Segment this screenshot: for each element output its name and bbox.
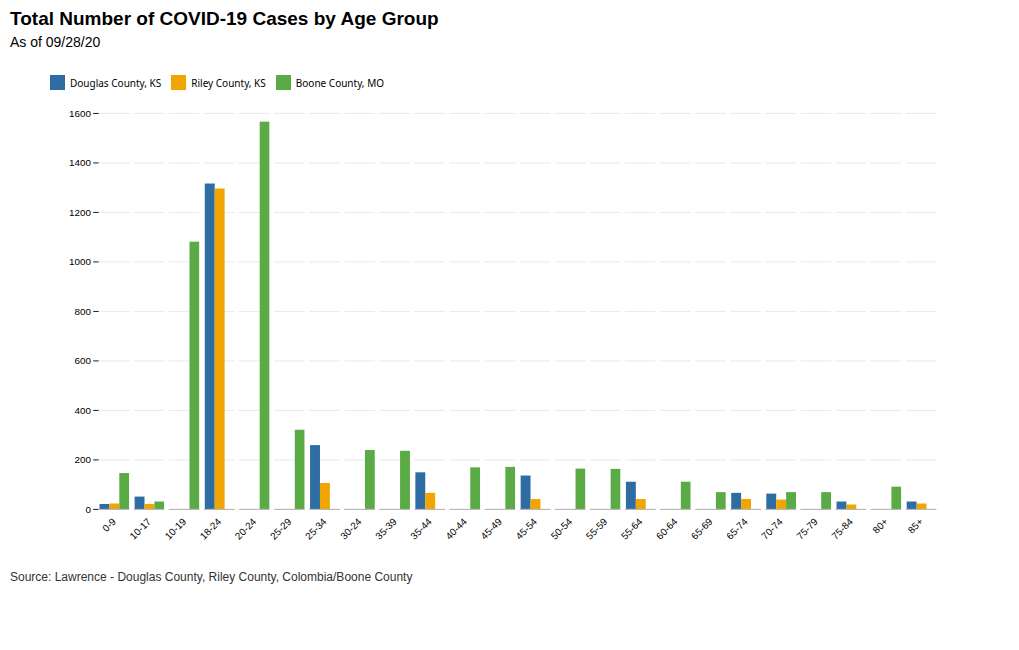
svg-text:75-84: 75-84 — [829, 516, 855, 542]
html-text:Total Number of COVID-19 Cases: Total Number of COVID-19 Cases by Age Gr… — [10, 8, 439, 29]
svg-text:35-39: 35-39 — [373, 516, 399, 542]
svg-text:45-54: 45-54 — [514, 516, 540, 542]
svg-text:800: 800 — [74, 306, 91, 317]
svg-text:55-59: 55-59 — [584, 516, 610, 542]
svg-text:10-19: 10-19 — [163, 516, 189, 542]
svg-text:600: 600 — [74, 355, 91, 366]
svg-text:1400: 1400 — [69, 157, 91, 168]
svg-text:20-24: 20-24 — [233, 516, 259, 542]
svg-text:18-24: 18-24 — [198, 516, 224, 542]
html-text:Source: Lawrence - Douglas Cou: Source: Lawrence - Douglas County, Riley… — [10, 569, 413, 584]
svg-text:0-9: 0-9 — [100, 516, 118, 534]
svg-text:65-69: 65-69 — [689, 516, 715, 542]
svg-text:1600: 1600 — [69, 108, 91, 119]
svg-text:85+: 85+ — [906, 516, 926, 536]
html-text:Boone County, MO: Boone County, MO — [295, 75, 384, 90]
svg-text:75-79: 75-79 — [794, 516, 820, 542]
svg-text:200: 200 — [74, 454, 91, 465]
svg-text:65-74: 65-74 — [724, 516, 750, 542]
svg-text:60-64: 60-64 — [654, 516, 680, 542]
svg-text:40-44: 40-44 — [443, 516, 469, 542]
svg-text:25-34: 25-34 — [303, 516, 329, 542]
svg-text:80+: 80+ — [870, 516, 890, 536]
svg-text:55-64: 55-64 — [619, 516, 645, 542]
html-text:Douglas County, KS: Douglas County, KS — [70, 75, 162, 90]
svg-text:1200: 1200 — [69, 207, 91, 218]
svg-text:1000: 1000 — [69, 256, 91, 267]
svg-text:25-29: 25-29 — [268, 516, 294, 542]
svg-text:35-44: 35-44 — [408, 516, 434, 542]
svg-text:0: 0 — [85, 504, 91, 515]
svg-text:50-54: 50-54 — [549, 516, 575, 542]
html-text:As of 09/28/20: As of 09/28/20 — [10, 34, 101, 50]
html-text:Riley County, KS: Riley County, KS — [191, 75, 266, 90]
svg-text:400: 400 — [74, 405, 91, 416]
svg-text:70-74: 70-74 — [759, 516, 785, 542]
svg-text:45-49: 45-49 — [478, 516, 504, 542]
svg-text:10-17: 10-17 — [127, 516, 153, 542]
svg-text:30-24: 30-24 — [338, 516, 364, 542]
